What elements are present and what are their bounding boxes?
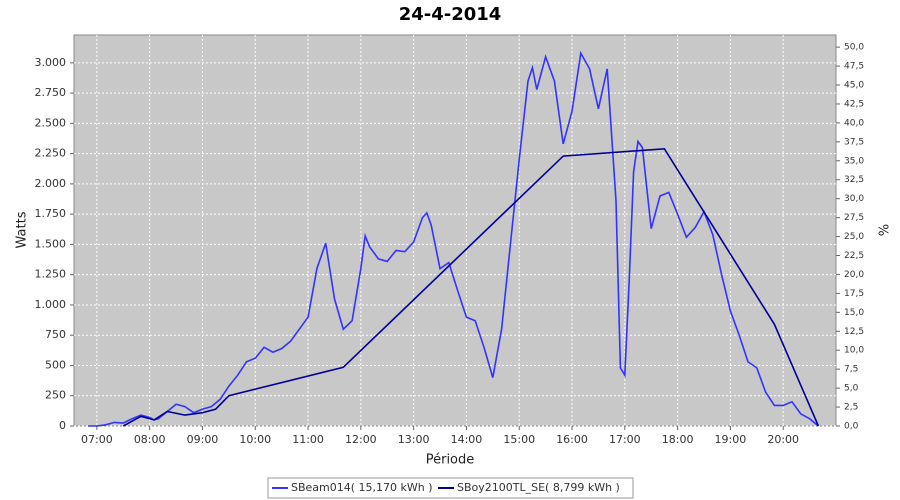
y2-tick-label: 47,5 — [844, 62, 864, 72]
plot-area — [73, 34, 837, 427]
y2-tick-label: 7,5 — [844, 365, 858, 375]
y2-tick-label: 32,5 — [844, 175, 864, 185]
x-tick-label: 20:00 — [767, 433, 799, 446]
x-tick-label: 19:00 — [715, 433, 747, 446]
x-tick-label: 14:00 — [451, 433, 483, 446]
y2-tick-label: 30,0 — [844, 194, 864, 204]
y2-tick-label: 25,0 — [844, 232, 864, 242]
y2-tick-label: 20,0 — [844, 270, 864, 280]
y-tick-label: 2.250 — [35, 147, 67, 160]
y2-tick-label: 40,0 — [844, 118, 864, 128]
x-tick-label: 12:00 — [345, 433, 377, 446]
y-tick-label: 500 — [45, 358, 66, 371]
y-tick-label: 2.500 — [35, 116, 67, 129]
x-tick-label: 16:00 — [556, 433, 588, 446]
y-tick-label: 750 — [45, 328, 66, 341]
series-line — [88, 50, 819, 427]
x-tick-label: 09:00 — [187, 433, 219, 446]
x-tick-label: 13:00 — [398, 433, 430, 446]
y-tick-label: 1.250 — [35, 268, 67, 281]
chart-title: 24-4-2014 — [399, 4, 502, 25]
y2-tick-label: 5,0 — [844, 384, 859, 394]
series-line — [122, 147, 820, 427]
y2-tick-label: 17,5 — [844, 289, 864, 299]
x-axis-title: Période — [426, 453, 475, 468]
y-tick-label: 3.000 — [35, 56, 67, 69]
y2-tick-label: 12,5 — [844, 327, 864, 337]
y-tick-label: 1.750 — [35, 207, 67, 220]
y-tick-label: 2.750 — [35, 86, 67, 99]
x-tick-label: 08:00 — [134, 433, 166, 446]
y-axis-title: Watts — [15, 211, 30, 248]
y2-tick-label: 2,5 — [844, 403, 858, 413]
y-tick-label: 0 — [59, 419, 66, 432]
y2-tick-label: 35,0 — [844, 156, 864, 166]
y2-tick-label: 27,5 — [844, 213, 864, 223]
y-tick-label: 250 — [45, 389, 66, 402]
legend-label: SBoy2100TL_SE( 8,799 kWh ) — [457, 481, 620, 494]
y2-tick-label: 22,5 — [844, 251, 864, 261]
x-tick-label: 07:00 — [81, 433, 113, 446]
legend-label: SBeam014( 15,170 kWh ) — [291, 481, 433, 494]
x-tick-label: 18:00 — [662, 433, 694, 446]
y-tick-label: 1.500 — [35, 237, 67, 250]
y2-tick-label: 42,5 — [844, 99, 864, 109]
y-tick-label: 1.000 — [35, 298, 67, 311]
y2-tick-label: 37,5 — [844, 137, 864, 147]
x-tick-label: 10:00 — [239, 433, 271, 446]
y-tick-label: 2.000 — [35, 177, 67, 190]
x-tick-label: 17:00 — [609, 433, 641, 446]
x-tick-label: 11:00 — [292, 433, 324, 446]
y2-tick-label: 50,0 — [844, 43, 864, 53]
y2-tick-label: 45,0 — [844, 81, 864, 91]
y2-axis-title: % — [875, 224, 890, 236]
y2-tick-label: 15,0 — [844, 308, 864, 318]
x-tick-label: 15:00 — [503, 433, 535, 446]
y2-tick-label: 10,0 — [844, 346, 864, 356]
y2-tick-label: 0,0 — [844, 422, 859, 432]
